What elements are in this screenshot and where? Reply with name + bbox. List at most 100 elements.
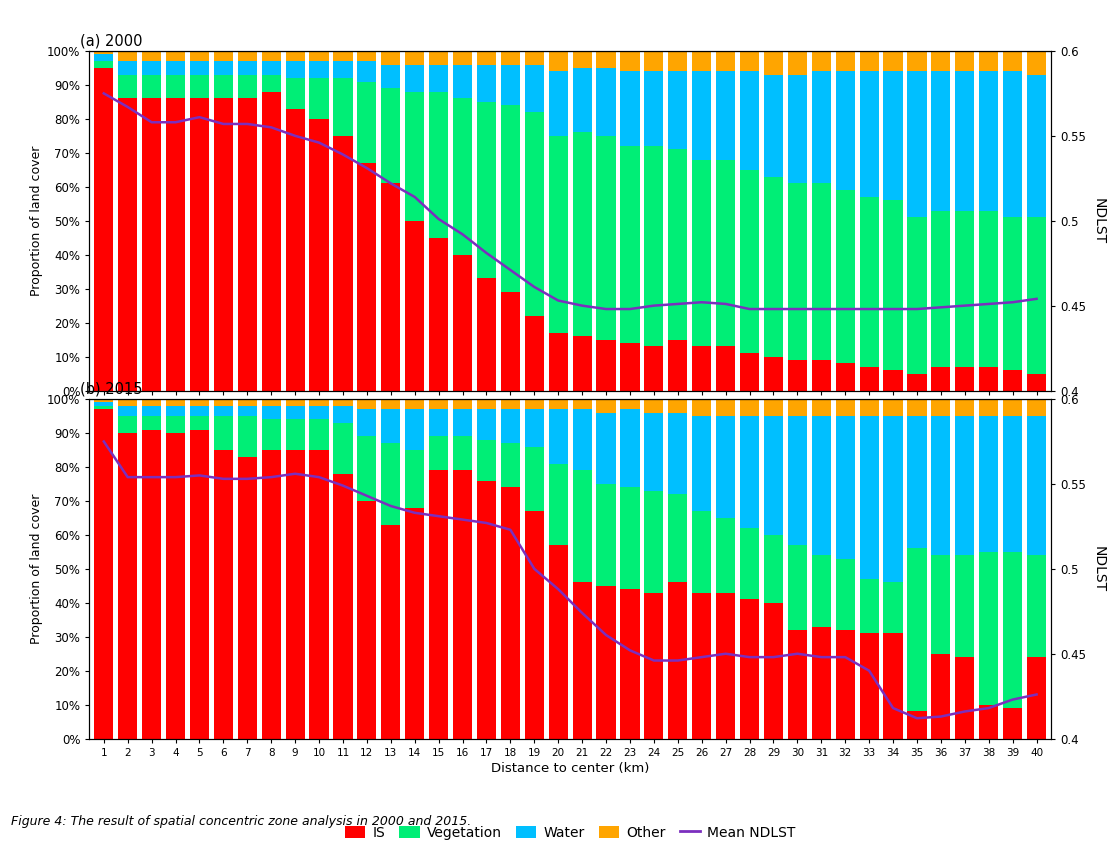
Bar <box>620 343 639 391</box>
Bar <box>285 450 305 739</box>
Bar <box>165 399 186 406</box>
Bar <box>142 416 161 430</box>
Bar <box>788 51 807 75</box>
Bar <box>165 433 186 739</box>
Bar <box>524 511 543 739</box>
Bar <box>572 51 591 68</box>
Bar <box>94 409 113 739</box>
Bar <box>165 75 186 98</box>
Bar <box>860 197 879 367</box>
Bar <box>908 711 927 739</box>
Bar <box>669 582 688 739</box>
Bar <box>620 487 639 589</box>
Bar <box>764 177 783 357</box>
Bar <box>453 98 472 255</box>
Bar <box>453 65 472 98</box>
Bar <box>142 430 161 739</box>
Bar <box>549 136 568 333</box>
Bar <box>94 406 113 409</box>
Bar <box>835 559 855 630</box>
Bar <box>94 61 113 68</box>
Bar <box>429 65 448 92</box>
Bar <box>764 399 783 416</box>
Bar <box>381 183 400 391</box>
Bar <box>764 535 783 603</box>
Bar <box>716 593 736 739</box>
Bar <box>931 211 950 367</box>
Bar <box>669 494 688 582</box>
Bar <box>669 71 688 149</box>
Bar <box>788 360 807 391</box>
Bar <box>501 65 520 105</box>
Bar <box>597 136 616 340</box>
Bar <box>524 112 543 316</box>
Bar <box>572 336 591 391</box>
Bar <box>165 416 186 433</box>
Bar <box>119 433 138 739</box>
Bar <box>812 399 831 416</box>
Bar <box>955 657 975 739</box>
Bar <box>788 183 807 360</box>
Bar <box>405 51 425 65</box>
Bar <box>262 51 281 61</box>
Bar <box>692 416 711 511</box>
Bar <box>812 416 831 555</box>
Bar <box>812 627 831 739</box>
Bar <box>835 416 855 559</box>
Bar <box>572 409 591 470</box>
Bar <box>190 98 209 391</box>
Bar <box>931 416 950 555</box>
Bar <box>788 630 807 739</box>
Bar <box>835 190 855 363</box>
Bar <box>333 136 352 391</box>
Bar <box>238 51 257 61</box>
Bar <box>165 51 186 61</box>
Text: (a) 2000: (a) 2000 <box>79 33 142 48</box>
Bar <box>238 406 257 416</box>
Bar <box>669 413 688 494</box>
Bar <box>142 51 161 61</box>
Bar <box>788 75 807 183</box>
Bar <box>979 705 998 739</box>
Bar <box>835 51 855 71</box>
Bar <box>692 160 711 346</box>
Bar <box>285 399 305 406</box>
Bar <box>979 51 998 71</box>
Bar <box>1027 399 1046 416</box>
Bar <box>477 409 496 440</box>
Bar <box>262 406 281 419</box>
Bar <box>214 75 233 98</box>
Bar <box>908 399 927 416</box>
X-axis label: Distance to center (km): Distance to center (km) <box>491 413 650 427</box>
Bar <box>860 579 879 633</box>
Bar <box>119 61 138 75</box>
Bar <box>883 370 902 391</box>
Bar <box>955 416 975 555</box>
Bar <box>860 399 879 416</box>
Bar <box>620 51 639 71</box>
Bar <box>1027 416 1046 555</box>
Bar <box>692 71 711 160</box>
Bar <box>333 406 352 423</box>
Bar <box>358 436 377 501</box>
Bar <box>835 630 855 739</box>
Bar <box>381 409 400 443</box>
Bar <box>119 75 138 98</box>
Bar <box>142 98 161 391</box>
Bar <box>692 511 711 593</box>
Bar <box>597 68 616 136</box>
Bar <box>453 51 472 65</box>
Bar <box>549 464 568 545</box>
Bar <box>285 51 305 61</box>
Bar <box>644 491 663 593</box>
Bar <box>190 406 209 416</box>
Bar <box>716 399 736 416</box>
Bar <box>860 71 879 197</box>
Bar <box>764 416 783 535</box>
Bar <box>1027 374 1046 391</box>
Bar <box>740 71 759 170</box>
Bar <box>238 61 257 75</box>
Bar <box>597 399 616 413</box>
Bar <box>119 51 138 61</box>
Bar <box>860 51 879 71</box>
